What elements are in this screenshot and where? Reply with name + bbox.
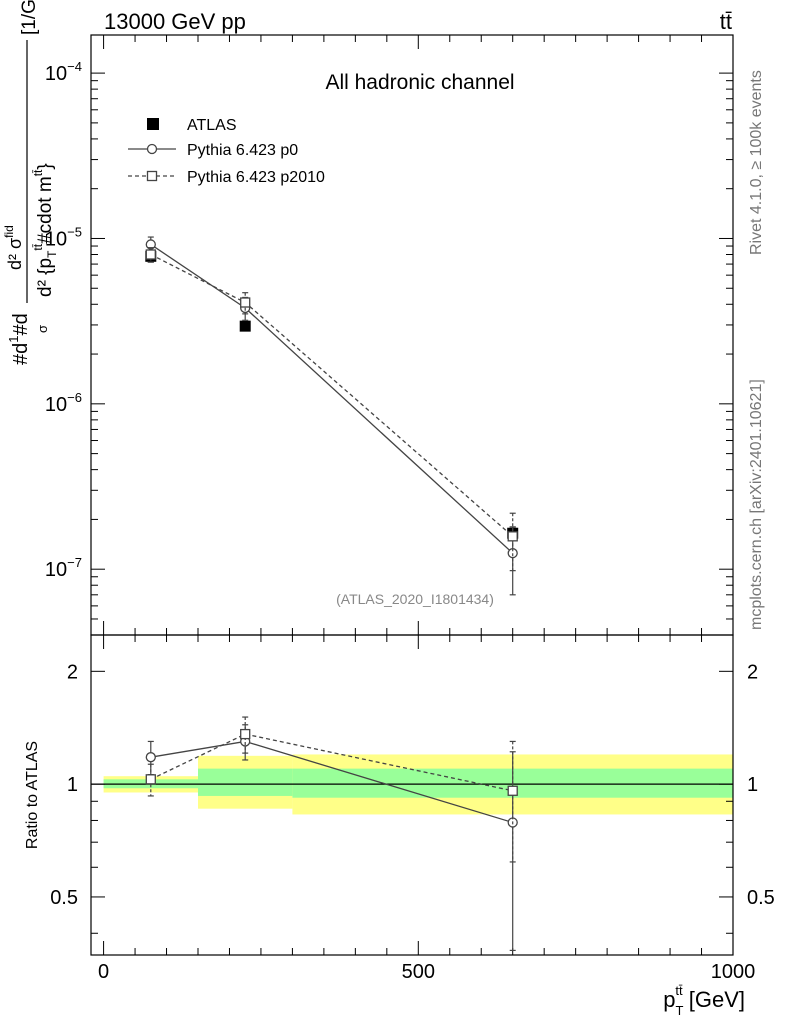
- side-label-rivet: Rivet 4.1.0, ≥ 100k events: [748, 70, 765, 255]
- ratio-pythia-p2010-point: [240, 728, 251, 740]
- ratio-y-tick-label: 0.5: [50, 887, 78, 909]
- x-tick-label: 500: [402, 961, 435, 983]
- pythia-p2010-line: [150, 253, 514, 537]
- ratio-y-axis-label: Ratio to ATLAS: [24, 741, 41, 849]
- svg-text:σ: σ: [35, 325, 50, 333]
- pythia-p0-line: [150, 243, 514, 554]
- main-x-ticks: [103, 35, 734, 635]
- svg-text:d² {pTtt̄#cdot mtt̄}: d² {pTtt̄#cdot mtt̄}: [31, 163, 59, 297]
- x-tick-label: 0: [98, 961, 109, 983]
- ratio-pythia-p0-point: [145, 752, 156, 763]
- ratio-plot-frame: [90, 634, 734, 956]
- ratio-y-tick-label-right: 1: [747, 774, 758, 796]
- legend-marker-p0: [146, 143, 158, 155]
- main-series-layer: [145, 236, 519, 596]
- main-y-tick-label: 10−6: [45, 390, 82, 416]
- pythia-p2010-point: [240, 297, 251, 308]
- legend-label-atlas: ATLAS: [187, 117, 237, 134]
- ratio-x-axis: 0 500 1000: [98, 635, 755, 983]
- main-y-tick-label: 10−7: [45, 555, 82, 581]
- analysis-watermark: (ATLAS_2020_I1801434): [336, 591, 494, 607]
- ratio-pythia-p2010-point: [145, 774, 156, 785]
- header-process-label: tt̄: [720, 9, 732, 34]
- legend-label-p0: Pythia 6.423 p0: [187, 142, 298, 159]
- ratio-y-tick-label: 2: [67, 661, 78, 683]
- atlas-data-point: [239, 320, 251, 332]
- legend-marker-atlas: [147, 118, 159, 130]
- main-y-axis: 10−7 10−6 10−5 10−4: [45, 59, 733, 636]
- pythia-p2010-point: [145, 249, 156, 260]
- svg-text:d² σfid: d² σfid: [2, 225, 25, 270]
- side-label-mcplots: mcplots.cern.ch [arXiv:2401.10621]: [748, 379, 765, 630]
- x-tick-label: 1000: [711, 961, 756, 983]
- pythia-p2010-point: [507, 531, 518, 542]
- svg-text:#d1#d: #d1#d: [6, 313, 32, 365]
- main-y-axis-label: #d1#d σ d² σfid d² {pTtt̄#cdot mtt̄} [1/…: [2, 0, 59, 365]
- ratio-y-tick-label-right: 0.5: [747, 887, 775, 909]
- plot-title: All hadronic channel: [325, 71, 514, 94]
- ratio-series-layer: [145, 716, 518, 952]
- legend: ATLAS Pythia 6.423 p0 Pythia 6.423 p2010: [128, 117, 325, 186]
- legend-label-p2010: Pythia 6.423 p2010: [187, 169, 325, 186]
- ratio-inner-band: [198, 768, 293, 796]
- legend-marker-p2010: [146, 170, 158, 182]
- main-y-tick-label: 10−4: [45, 59, 82, 85]
- ratio-y-tick-label: 1: [67, 774, 78, 796]
- svg-text:[1/GeV²]: [1/GeV²]: [19, 0, 40, 35]
- ratio-pythia-p2010-point: [507, 785, 518, 796]
- ratio-y-tick-label-right: 2: [747, 661, 758, 683]
- x-axis-label: pTtt̄ [GeV]: [663, 983, 745, 1018]
- main-y-tick-label: 10−5: [45, 224, 82, 250]
- header-energy-label: 13000 GeV pp: [104, 9, 246, 34]
- ratio-y-axis: 0.5 0.5 1 1 2 2: [50, 661, 775, 934]
